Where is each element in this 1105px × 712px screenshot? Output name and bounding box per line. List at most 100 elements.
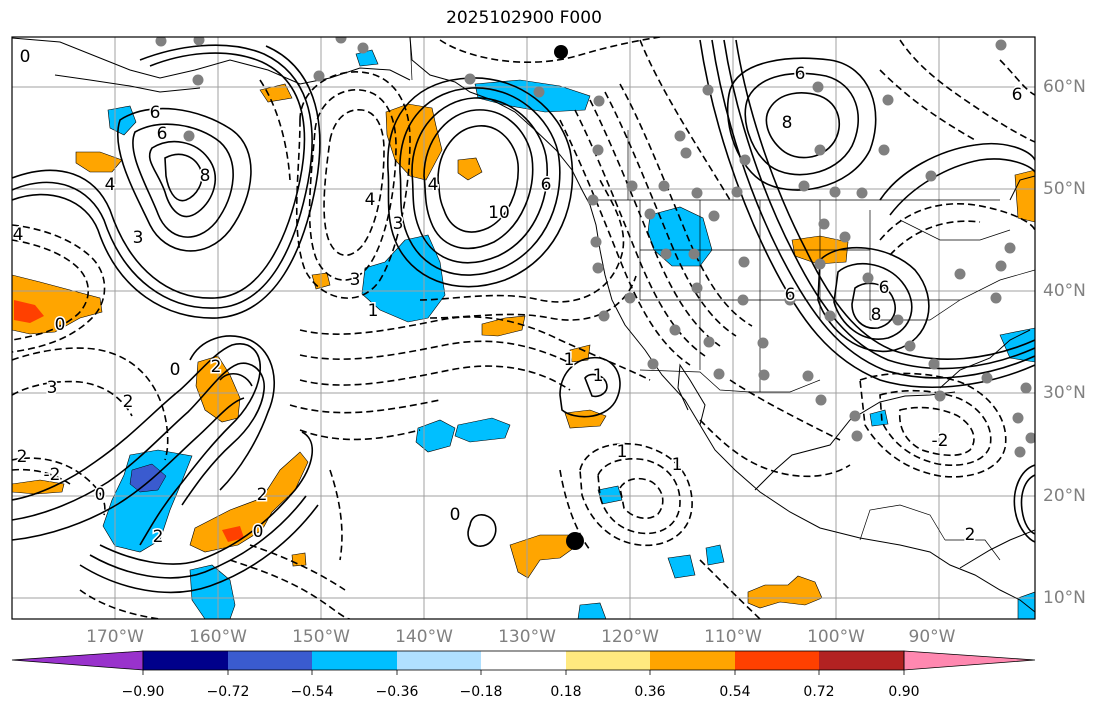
latitude-label: 40°N [1043, 281, 1086, 301]
shaded-region-negative [869, 409, 889, 427]
contour-label: 2 [123, 392, 134, 412]
station-dots [155, 37, 1035, 458]
colorbar-segment [143, 651, 228, 670]
contour-label: 3 [393, 214, 404, 234]
contour-label: 6 [1012, 85, 1023, 105]
shaded-region-positive [1014, 169, 1035, 223]
colorbar-tick-label: −0.18 [459, 684, 503, 700]
longitude-label: 90°W [908, 627, 956, 647]
lat-lon-grid [12, 37, 1035, 619]
map-title: 2025102900 F000 [446, 8, 602, 28]
contour-label: 1 [564, 350, 575, 370]
shaded-region-strong [222, 526, 244, 542]
shaded-region-positive [481, 315, 526, 337]
colorbar-segment [312, 651, 397, 670]
longitude-label: 100°W [807, 627, 865, 647]
contour-label: 10 [488, 203, 510, 223]
coastlines [12, 37, 1035, 613]
contour-label: 8 [200, 166, 211, 186]
contour-label: 0 [450, 505, 461, 525]
colorbar-tick-label: 0.54 [719, 684, 751, 700]
colorbar-high-extension [903, 650, 1036, 671]
contour-label: 0 [95, 485, 106, 505]
contour-label: 1 [617, 442, 628, 462]
colorbar-tick-label: −0.72 [206, 684, 250, 700]
contour-label: 2 [257, 485, 268, 505]
storm-marker-small [554, 45, 568, 59]
contour-label: 1 [593, 366, 604, 386]
shaded-region-positive [12, 479, 65, 495]
longitude-label: 110°W [704, 627, 762, 647]
colorbar-segment [481, 651, 566, 670]
latitude-label: 10°N [1043, 588, 1086, 608]
contour-label: 6 [157, 124, 168, 144]
contour-label: 4 [105, 175, 116, 195]
contour-label: 8 [782, 113, 793, 133]
colorbar-tick-label: −0.36 [375, 684, 419, 700]
latitude-label: 50°N [1043, 179, 1086, 199]
contour-label: 1 [368, 301, 379, 321]
shaded-region-positive [569, 344, 591, 363]
contour-label: 0 [20, 47, 31, 67]
shaded-region-negative [577, 602, 607, 619]
contour-label: 6 [879, 278, 890, 298]
colorbar [11, 650, 1036, 675]
dashed-contours [12, 37, 1035, 619]
longitude-label: 140°W [395, 627, 453, 647]
colorbar-tick-label: −0.54 [290, 684, 334, 700]
colorbar-segment [819, 651, 904, 670]
contour-label: 2 [965, 525, 976, 545]
contour-label: 6 [785, 285, 796, 305]
storm-marker [566, 532, 584, 550]
shaded-region-negative [705, 544, 725, 566]
longitude-label: 150°W [292, 627, 350, 647]
shaded-region-negative [454, 417, 511, 443]
colorbar-low-extension [11, 650, 144, 671]
contour-label: 6 [795, 64, 806, 84]
shaded-region-positive [457, 157, 483, 181]
contour-label: 0 [253, 522, 264, 542]
latitude-label: 20°N [1043, 486, 1086, 506]
shaded-region-positive [75, 151, 123, 173]
colorbar-tick-label: 0.90 [888, 684, 920, 700]
contour-label: 3 [350, 270, 361, 290]
shaded-region-positive [564, 409, 607, 429]
colorbar-segment [397, 651, 481, 670]
colorbar-tick-label: 0.36 [634, 684, 666, 700]
contour-labels: 0668434310643111-222000346868-2112602220… [11, 46, 1024, 549]
colorbar-segment [735, 651, 819, 670]
contour-label: 6 [150, 103, 161, 123]
shaded-region-strong [14, 300, 44, 323]
contour-label: 4 [13, 225, 24, 245]
contour-label: 2 [211, 357, 222, 377]
contour-label: 2 [153, 527, 164, 547]
map-frame [11, 36, 1036, 620]
longitude-label: 130°W [498, 627, 556, 647]
longitude-label: 160°W [189, 627, 247, 647]
colorbar-tick-label: −0.90 [121, 684, 165, 700]
shaded-region-medium-negative [129, 463, 167, 493]
colorbar-segment [566, 651, 650, 670]
colorbar-segment [228, 651, 312, 670]
contour-label: 2 [17, 447, 28, 467]
contour-label: 0 [170, 360, 181, 380]
contour-label: 4 [365, 190, 376, 210]
colorbar-tick-label: 0.18 [550, 684, 582, 700]
contour-label: -2 [932, 431, 949, 451]
longitude-label: 170°W [86, 627, 144, 647]
contour-label: -2 [44, 465, 61, 485]
contour-label: 4 [428, 175, 439, 195]
contour-label: 1 [672, 455, 683, 475]
contour-label: 0 [55, 315, 66, 335]
contour-label: 6 [541, 175, 552, 195]
latitude-label: 30°N [1043, 383, 1086, 403]
contour-label: 8 [871, 305, 882, 325]
shaded-region-negative [415, 419, 456, 453]
longitude-label: 120°W [601, 627, 659, 647]
solid-contours [12, 39, 1035, 594]
latitude-label: 60°N [1043, 77, 1086, 97]
shaded-region-positive [259, 83, 293, 103]
contour-label: 3 [133, 228, 144, 248]
contour-label: 3 [47, 378, 58, 398]
